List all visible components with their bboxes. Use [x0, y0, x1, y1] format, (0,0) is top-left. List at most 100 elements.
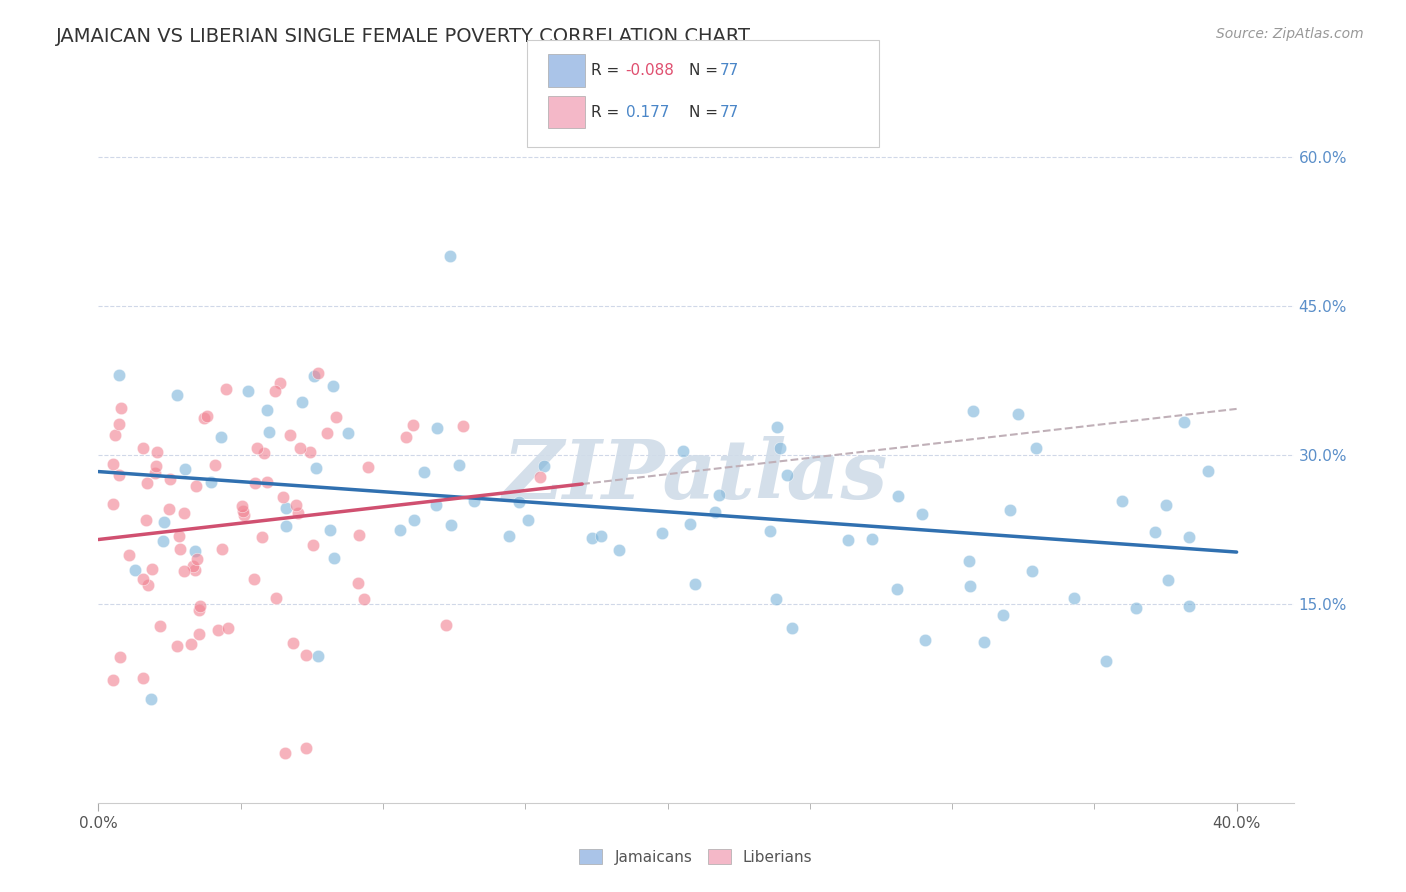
Point [1021, 564, 1043, 578]
Point [187, 603, 209, 617]
Point [183, 563, 205, 577]
Point [204, 458, 226, 472]
Point [136, 578, 159, 592]
Point [166, 639, 188, 653]
Point [146, 445, 169, 459]
Point [395, 430, 418, 444]
Point [959, 579, 981, 593]
Point [135, 513, 157, 527]
Point [217, 621, 239, 635]
Point [347, 528, 370, 542]
Point [679, 516, 702, 531]
Point [581, 531, 603, 545]
Point [860, 532, 883, 546]
Text: 0.177: 0.177 [626, 105, 669, 120]
Point [434, 618, 457, 632]
Point [1154, 499, 1177, 513]
Point [356, 460, 378, 475]
Point [274, 519, 297, 533]
Point [759, 524, 782, 538]
Point [250, 530, 273, 544]
Point [186, 552, 208, 566]
Point [236, 384, 259, 398]
Point [517, 513, 540, 527]
Point [256, 403, 278, 417]
Point [295, 741, 318, 756]
Point [911, 507, 934, 521]
Point [233, 508, 256, 522]
Legend: Jamaicans, Liberians: Jamaicans, Liberians [579, 849, 813, 864]
Text: 77: 77 [720, 105, 740, 120]
Point [426, 421, 449, 435]
Point [914, 633, 936, 648]
Point [149, 618, 172, 632]
Point [173, 462, 195, 476]
Text: JAMAICAN VS LIBERIAN SINGLE FEMALE POVERTY CORRELATION CHART: JAMAICAN VS LIBERIAN SINGLE FEMALE POVER… [56, 27, 751, 45]
Point [529, 469, 551, 483]
Text: -0.088: -0.088 [626, 63, 675, 78]
Point [776, 467, 799, 482]
Point [425, 498, 447, 512]
Point [1125, 601, 1147, 615]
Point [166, 388, 188, 402]
Point [291, 395, 314, 409]
Point [231, 499, 253, 513]
Point [962, 403, 984, 417]
Point [1157, 573, 1180, 587]
Point [190, 599, 212, 613]
Point [188, 626, 211, 640]
Point [325, 409, 347, 424]
Point [211, 542, 233, 557]
Point [402, 417, 425, 432]
Point [173, 565, 195, 579]
Text: ZIPatlas: ZIPatlas [503, 436, 889, 516]
Point [299, 445, 322, 459]
Point [1007, 407, 1029, 421]
Point [180, 637, 202, 651]
Point [607, 543, 630, 558]
Point [780, 621, 803, 635]
Point [264, 384, 287, 399]
Point [108, 417, 131, 431]
Point [159, 472, 181, 486]
Point [887, 489, 910, 503]
Point [152, 533, 174, 548]
Point [305, 461, 328, 475]
Point [132, 671, 155, 685]
Point [257, 425, 280, 439]
Point [246, 441, 269, 455]
Point [304, 368, 326, 383]
Point [269, 376, 291, 390]
Point [307, 366, 329, 380]
Point [413, 466, 436, 480]
Text: N =: N = [689, 63, 723, 78]
Point [1094, 654, 1116, 668]
Point [322, 378, 344, 392]
Point [232, 504, 254, 518]
Point [215, 383, 238, 397]
Point [353, 592, 375, 607]
Point [294, 648, 316, 662]
Point [108, 468, 131, 483]
Text: 77: 77 [720, 63, 740, 78]
Point [278, 427, 301, 442]
Point [132, 442, 155, 456]
Point [533, 459, 555, 474]
Text: R =: R = [591, 63, 624, 78]
Point [1177, 599, 1199, 614]
Point [346, 575, 368, 590]
Point [195, 409, 218, 423]
Text: N =: N = [689, 105, 723, 120]
Point [651, 525, 673, 540]
Point [167, 529, 190, 543]
Point [1173, 415, 1195, 429]
Point [281, 635, 304, 649]
Point [319, 523, 342, 537]
Point [388, 523, 411, 537]
Point [290, 441, 312, 455]
Point [973, 634, 995, 648]
Point [256, 475, 278, 490]
Point [766, 419, 789, 434]
Point [173, 507, 195, 521]
Text: R =: R = [591, 105, 628, 120]
